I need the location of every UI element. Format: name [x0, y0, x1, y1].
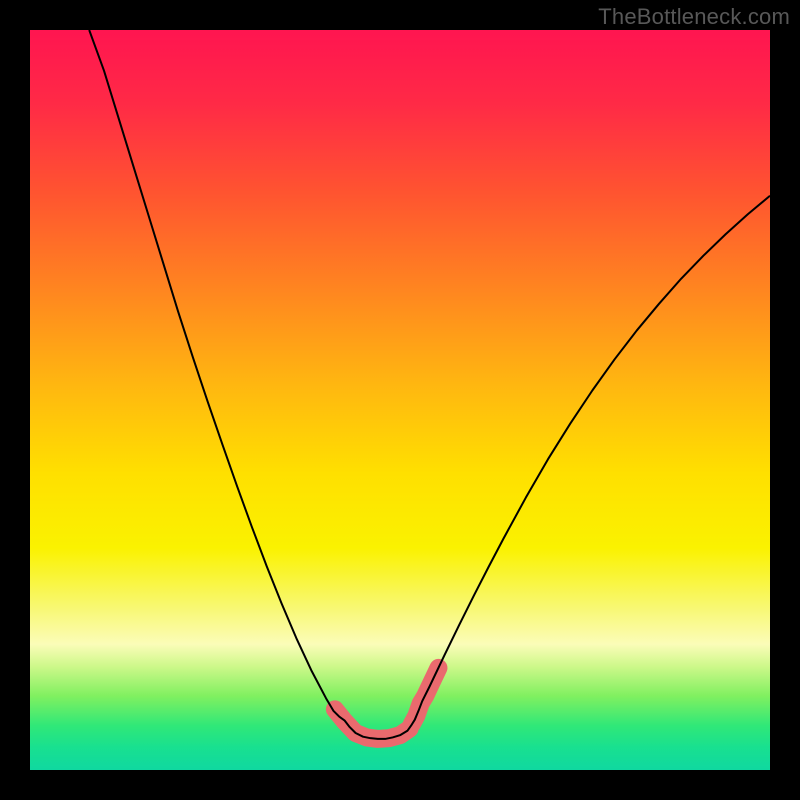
- gradient-background: [30, 30, 770, 770]
- chart-svg: [30, 30, 770, 770]
- bottleneck-chart: [30, 30, 770, 770]
- watermark-text: TheBottleneck.com: [598, 4, 790, 30]
